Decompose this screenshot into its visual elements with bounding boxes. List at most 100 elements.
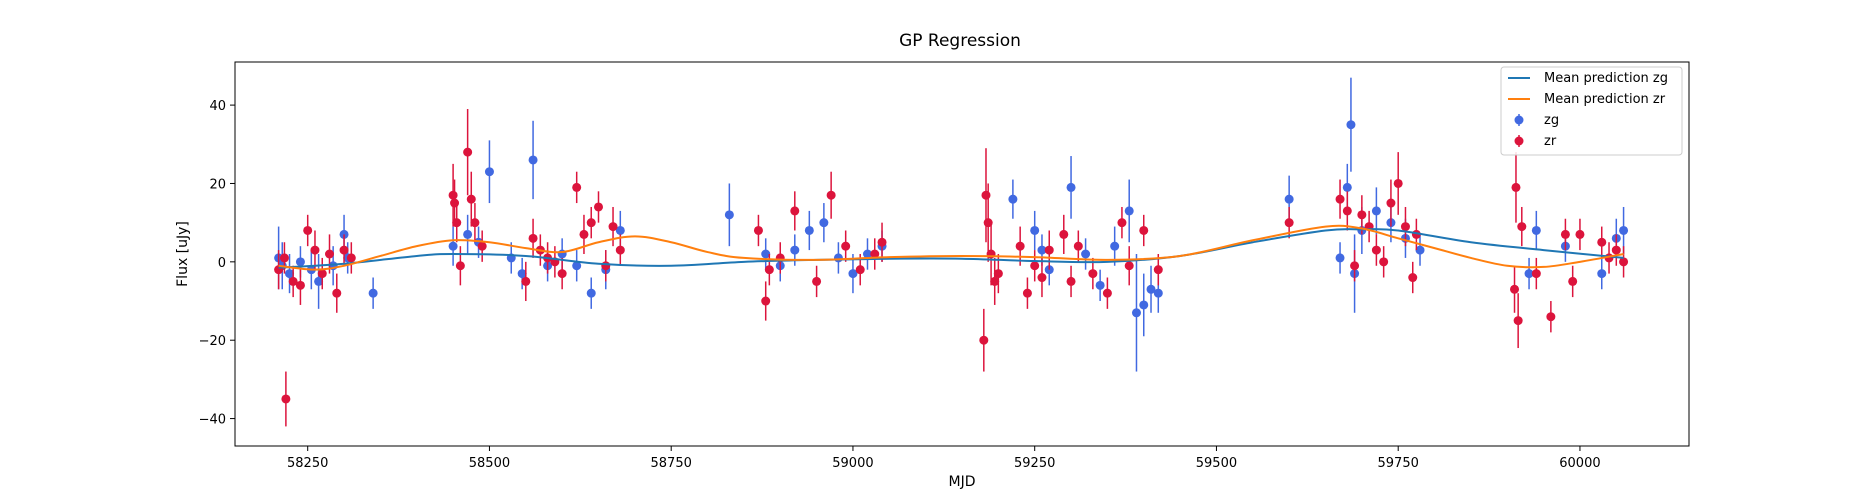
data-point [1371, 206, 1381, 216]
data-point [314, 276, 324, 286]
data-point [1597, 237, 1607, 247]
data-point [279, 253, 289, 263]
x-tick-label: 59000 [832, 456, 873, 471]
data-point [452, 218, 462, 228]
mean-line-mean-prediction-zg [278, 228, 1624, 269]
data-point [579, 229, 589, 239]
data-point [870, 249, 880, 259]
data-point [833, 253, 843, 263]
legend-marker-zg [1514, 115, 1524, 125]
mean-line-mean-prediction-zr [278, 224, 1624, 271]
data-point [1575, 229, 1585, 239]
plot-frame [234, 61, 1690, 447]
data-point [281, 394, 291, 404]
data-point [463, 147, 473, 157]
data-point [1131, 308, 1141, 318]
data-point [1379, 257, 1389, 267]
x-tick-label: 59250 [1014, 456, 1055, 471]
y-tick-label: 40 [209, 99, 226, 114]
legend: Mean prediction zg Mean prediction zr zg… [1500, 66, 1683, 156]
data-point [368, 288, 378, 298]
data-point [1408, 273, 1418, 283]
data-point [601, 261, 611, 271]
data-point [1139, 225, 1149, 235]
legend-label-zg-mean: Mean prediction zg [1544, 71, 1668, 86]
data-point [993, 269, 1003, 279]
data-point [586, 218, 596, 228]
data-point [325, 249, 335, 259]
data-point [1095, 280, 1105, 290]
data-point [1511, 182, 1521, 192]
data-point [1022, 288, 1032, 298]
data-point [1146, 284, 1156, 294]
data-point [1037, 273, 1047, 283]
data-point [761, 296, 771, 306]
data-point [1611, 245, 1621, 255]
data-point [1335, 194, 1345, 204]
x-tick-label: 60000 [1559, 456, 1600, 471]
data-point [521, 276, 531, 286]
data-point [1619, 257, 1629, 267]
data-point [1073, 241, 1083, 251]
data-point [288, 276, 298, 286]
data-point [761, 249, 771, 259]
legend-label-zr: zr [1544, 134, 1557, 149]
data-point [1517, 222, 1527, 232]
data-point [615, 225, 625, 235]
data-point [1546, 312, 1556, 322]
data-point [1015, 241, 1025, 251]
legend-marker-zr [1514, 136, 1524, 146]
data-point [295, 257, 305, 267]
data-point [466, 194, 476, 204]
data-point [1124, 206, 1134, 216]
data-point [615, 245, 625, 255]
data-point [1357, 210, 1367, 220]
data-point [1153, 288, 1163, 298]
data-point [1008, 194, 1018, 204]
data-point [1066, 276, 1076, 286]
data-point [862, 249, 872, 259]
data-point [1513, 316, 1523, 326]
chart-title: GP Regression [899, 31, 1021, 51]
data-point [724, 210, 734, 220]
data-point [753, 225, 763, 235]
data-point [1524, 269, 1534, 279]
data-point [455, 261, 465, 271]
data-point [1510, 284, 1520, 294]
data-point [990, 276, 1000, 286]
data-point [448, 241, 458, 251]
x-tick-label: 58750 [651, 456, 692, 471]
data-point [1059, 229, 1069, 239]
data-point [1619, 225, 1629, 235]
data-point [981, 190, 991, 200]
data-point [470, 218, 480, 228]
data-point [1400, 222, 1410, 232]
data-point [1342, 182, 1352, 192]
legend-label-zg: zg [1544, 113, 1559, 128]
data-point [463, 229, 473, 239]
data-point [1139, 300, 1149, 310]
data-point [317, 269, 327, 279]
data-point [608, 222, 618, 232]
data-point [1110, 241, 1120, 251]
data-layer [274, 77, 1629, 427]
data-point [528, 233, 538, 243]
data-point [1030, 225, 1040, 235]
data-point [1531, 269, 1541, 279]
data-point [804, 225, 814, 235]
data-point [450, 198, 460, 208]
y-tick-label: −40 [199, 413, 226, 428]
y-tick-label: 0 [218, 256, 226, 271]
mean-lines [278, 224, 1624, 271]
x-tick-label: 58250 [287, 456, 328, 471]
data-point [1153, 265, 1163, 275]
data-point [1088, 269, 1098, 279]
data-point [1568, 276, 1578, 286]
data-point [1044, 245, 1054, 255]
data-point [517, 269, 527, 279]
data-point [303, 225, 313, 235]
data-point [1371, 245, 1381, 255]
data-point [790, 245, 800, 255]
y-tick-label: 20 [209, 177, 226, 192]
data-point [1081, 249, 1091, 259]
